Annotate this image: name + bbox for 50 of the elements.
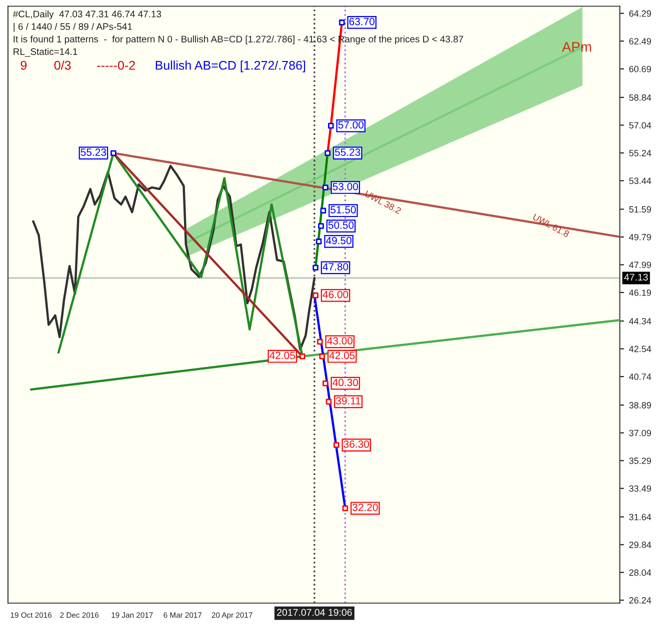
annotation: -----0-2 — [97, 60, 135, 70]
data-label: 39.11 — [336, 397, 360, 404]
data-label: 51.50 — [330, 206, 356, 214]
data-label: 57.00 — [338, 121, 364, 129]
y-tick-label: 51.59 — [629, 206, 651, 213]
data-label: 36.30 — [344, 440, 369, 448]
y-tick-label: 28.04 — [629, 569, 652, 576]
data-label: 32.20 — [352, 504, 378, 512]
y-tick-label: 57.04 — [629, 122, 652, 129]
data-label: 46.00 — [322, 290, 348, 298]
y-tick-label: 40.74 — [629, 374, 652, 380]
ref-line-label: 2017.07.04 19:06 — [277, 608, 352, 616]
data-label: 47.80 — [322, 263, 348, 270]
annotation: Bullish AB=CD [1.272/.786] — [156, 60, 306, 72]
y-tick-label: 46.19 — [629, 289, 651, 296]
y-tick-label: 33.49 — [629, 485, 651, 492]
y-tick-label: 60.69 — [629, 66, 651, 72]
ref-line-label: 47.13 — [624, 274, 648, 281]
y-tick-label: 35.29 — [629, 458, 651, 464]
data-label: 40.30 — [332, 378, 358, 386]
y-tick-label: 38.89 — [629, 402, 651, 408]
data-label: 43.00 — [327, 337, 353, 344]
annotation: RL_Static=14.1 — [14, 48, 78, 57]
y-tick-label: 44.34 — [629, 318, 652, 324]
annotation: 9 — [20, 60, 27, 70]
data-label: 55.23 — [80, 148, 106, 156]
y-tick-label: 42.54 — [629, 346, 652, 352]
data-label: 55.23 — [334, 148, 360, 156]
data-label: 42.05 — [270, 352, 295, 360]
annotation: | 6 / 1440 / 55 / 89 / APs-541 — [14, 22, 132, 32]
data-label: 42.05 — [329, 352, 355, 360]
y-tick-label: 62.49 — [629, 38, 651, 44]
y-tick-label: 64.29 — [629, 10, 651, 17]
y-tick-label: 49.79 — [629, 234, 651, 240]
data-label: 63.70 — [349, 18, 374, 26]
y-tick-label: 37.09 — [629, 430, 651, 436]
y-tick-label: 53.44 — [629, 178, 652, 184]
y-tick-label: 47.99 — [629, 262, 651, 268]
y-tick-label: 29.84 — [629, 542, 652, 548]
annotation: UWL 61.8 — [532, 214, 570, 238]
annotation: #CL,Daily 47.03 47.31 46.74 47.13 — [12, 10, 162, 20]
annotation: 0/3 — [54, 60, 71, 70]
data-label: 49.50 — [326, 236, 352, 244]
data-label: 50.50 — [328, 221, 354, 229]
y-tick-label: 26.24 — [629, 597, 652, 604]
annotation: UWL 38.2 — [364, 190, 402, 214]
data-label: 53.00 — [332, 182, 358, 190]
y-tick-label: 58.84 — [629, 94, 652, 101]
y-tick-label: 31.64 — [629, 514, 652, 520]
y-tick-label: 55.24 — [629, 150, 652, 156]
